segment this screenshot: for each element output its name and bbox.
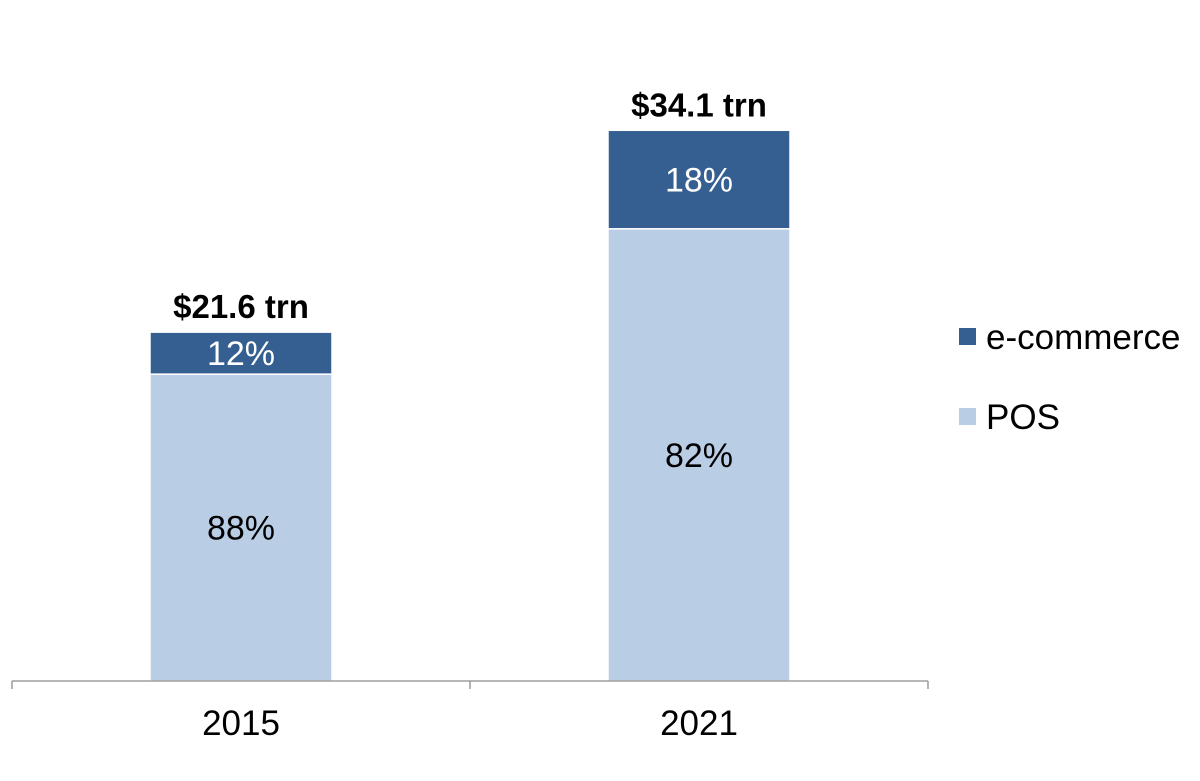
legend-swatch-e-commerce bbox=[959, 328, 976, 345]
bars-layer bbox=[149, 129, 791, 682]
share-label-e-commerce-2021: 18% bbox=[665, 162, 733, 200]
legend-label-pos: POS bbox=[986, 398, 1060, 437]
share-label-pos-2015: 88% bbox=[207, 510, 275, 548]
legend-swatch-pos bbox=[959, 408, 976, 425]
bar-segment-e-commerce-2015 bbox=[149, 331, 333, 375]
total-label-2021: $34.1 trn bbox=[631, 86, 767, 123]
bar-segment-pos-2015 bbox=[149, 373, 333, 682]
total-label-2015: $21.6 trn bbox=[173, 288, 309, 325]
legend: e-commerce POS bbox=[959, 318, 1180, 437]
x-axis: 2015 2021 bbox=[11, 680, 929, 743]
x-tick-label-2015: 2015 bbox=[202, 704, 280, 743]
x-tick-label-2021: 2021 bbox=[660, 704, 738, 743]
share-label-pos-2021: 82% bbox=[665, 437, 733, 475]
legend-label-e-commerce: e-commerce bbox=[986, 318, 1180, 357]
share-label-e-commerce-2015: 12% bbox=[207, 335, 275, 373]
data-labels: 88% 12% $21.6 trn 82% 18% $34.1 trn bbox=[173, 86, 767, 547]
bar-segment-e-commerce-2021 bbox=[607, 129, 791, 230]
